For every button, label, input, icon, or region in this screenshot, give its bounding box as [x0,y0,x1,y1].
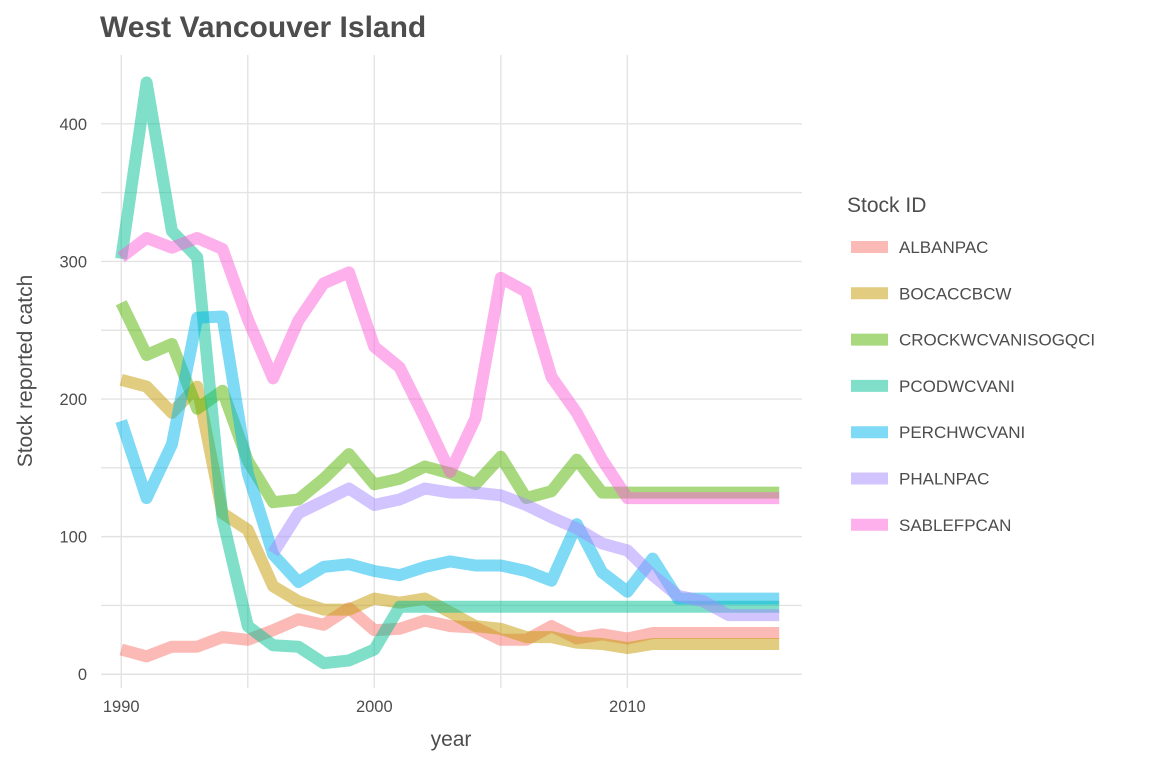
series-line-sablefpcan [117,232,780,505]
legend-label-bocaccbcw: BOCACCBCW [899,284,1011,303]
series-line-albanpac [119,602,780,663]
y-axis-title: Stock reported catch [14,275,37,468]
legend-label-albanpac: ALBANPAC [899,238,988,257]
x-axis-ticks: 1990 2000 2010 [103,698,646,716]
x-tick-label: 2010 [609,698,646,716]
y-tick-label: 300 [59,253,87,271]
legend-items: ALBANPAC BOCACCBCW CROCKWCVANISOGQCI PCODWC… [851,238,1095,535]
series-line-pcodwcvani [115,76,780,670]
x-axis-title: year [431,728,472,751]
legend-label-sablefpcan: SABLEFPCAN [899,516,1011,535]
y-tick-label: 400 [59,116,87,134]
series-lines [115,76,780,670]
y-tick-label: 100 [59,529,87,547]
legend-label-pcodwcvani: PCODWCVANI [899,377,1015,396]
series-line-phalnpac [268,482,780,622]
legend-label-perchwcvani: PERCHWCVANI [899,423,1025,442]
y-axis-ticks: 0 100 200 300 400 [59,116,87,684]
x-tick-label: 1990 [103,698,140,716]
legend-title: Stock ID [847,194,926,217]
chart-title: West Vancouver Island [100,11,426,44]
legend-label-phalnpac: PHALNPAC [899,470,989,489]
x-tick-label: 2000 [356,698,393,716]
legend: Stock ID ALBANPAC BOCACCBCW CROCKWCVANISOG… [847,194,1095,535]
legend-label-crockwcvanisogqci: CROCKWCVANISOGQCI [899,331,1095,350]
y-tick-label: 200 [59,391,87,409]
y-tick-label: 0 [78,666,87,684]
